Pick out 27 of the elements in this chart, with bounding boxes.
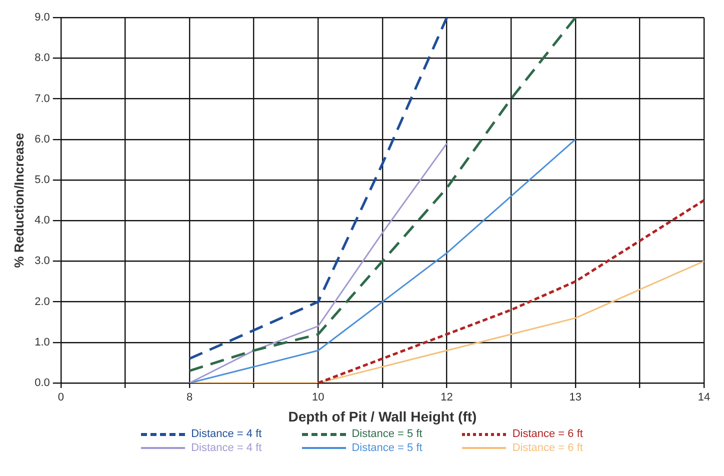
x-tick-label: 10 (312, 392, 324, 404)
legend-label: Distance = 6 ft (512, 442, 583, 454)
x-tick-label: 8 (186, 392, 193, 404)
line-series (316, 199, 706, 383)
legend-label: Distance = 5 ft (352, 442, 422, 454)
x-tick-label: 0 (58, 392, 64, 404)
legend-label: Distance = 6 ft (512, 428, 583, 440)
y-tick-label: 1.0 (34, 336, 50, 348)
x-axis-title: Depth of Pit / Wall Height (ft) (288, 408, 477, 424)
line-series (188, 18, 577, 372)
y-tick-label: 2.0 (34, 296, 50, 308)
line-series (188, 18, 448, 360)
y-tick-label: 3.0 (34, 255, 50, 268)
legend-label: Distance = 4 ft (191, 428, 262, 440)
y-tick-label: 0.0 (34, 377, 50, 390)
x-tick-label: 14 (698, 392, 710, 404)
y-tick-label: 6.0 (34, 133, 50, 146)
x-tick-label: 12 (440, 392, 453, 404)
y-tick-label: 4.0 (34, 214, 50, 227)
legend-label: Distance = 5 ft (352, 428, 422, 440)
y-tick-label: 8.0 (34, 52, 50, 64)
y-tick-label: 7.0 (34, 92, 50, 105)
y-tick-label: 9.0 (34, 12, 50, 24)
y-tick-label: 5.0 (34, 174, 50, 186)
x-tick-label: 13 (569, 392, 582, 404)
legend-label: Distance = 4 ft (191, 442, 262, 454)
y-axis-title: % Reduction/Increase (11, 132, 26, 268)
